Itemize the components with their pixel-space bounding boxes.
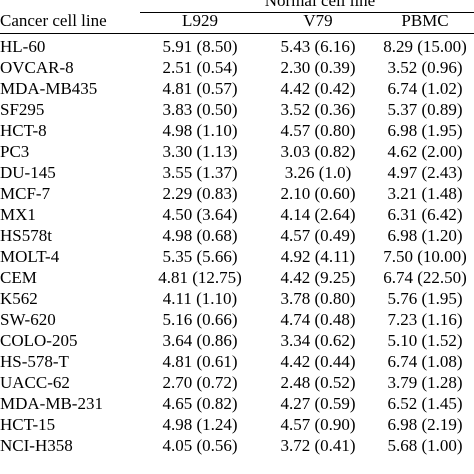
cell-value: 3.52 (0.36)	[280, 100, 356, 119]
cell-value: 4.98 (1.10)	[162, 121, 238, 140]
cell-value: 6.52 (1.45)	[387, 394, 463, 413]
cell-value: 4.57 (0.80)	[280, 121, 356, 140]
column-header: L929	[182, 11, 218, 30]
cell-value: 4.81 (0.57)	[162, 79, 238, 98]
cell-value: 2.29 (0.83)	[162, 184, 238, 203]
cell-line-name: UACC-62	[0, 373, 70, 392]
cell-value: 4.42 (0.42)	[280, 79, 356, 98]
cell-value: 4.14 (2.64)	[280, 205, 356, 224]
cell-line-name: NCI-H358	[0, 436, 73, 455]
cell-value: 5.35 (5.66)	[162, 247, 238, 266]
cell-line-name: COLO-205	[0, 331, 78, 350]
cell-value: 5.37 (0.89)	[387, 100, 463, 119]
cell-value: 6.31 (6.42)	[387, 205, 463, 224]
cell-line-name: SF295	[0, 100, 45, 119]
cell-line-name: MOLT-4	[0, 247, 60, 266]
cell-line-name: HL-60	[0, 37, 46, 56]
cell-value: 2.30 (0.39)	[280, 58, 356, 77]
cell-line-name: MCF-7	[0, 184, 51, 203]
cell-value: 4.50 (3.64)	[162, 205, 238, 224]
cell-value: 4.57 (0.49)	[280, 226, 356, 245]
cell-value: 6.74 (1.02)	[387, 79, 463, 98]
cell-value: 4.42 (0.44)	[280, 352, 356, 371]
cell-value: 4.92 (4.11)	[280, 247, 356, 266]
cell-value: 3.64 (0.86)	[162, 331, 238, 350]
cell-value: 3.26 (1.0)	[284, 163, 352, 182]
column-header: V79	[303, 11, 333, 30]
cell-value: 4.98 (1.24)	[162, 415, 238, 434]
cell-value: 5.76 (1.95)	[387, 289, 463, 308]
header-rule	[0, 33, 474, 34]
cell-value: 2.51 (0.54)	[162, 58, 238, 77]
group-rule	[140, 12, 474, 13]
cell-value: 4.05 (0.56)	[162, 436, 238, 455]
cell-value: 4.42 (9.25)	[280, 268, 356, 287]
cell-line-name: K562	[0, 289, 38, 308]
cell-line-name: MX1	[0, 205, 36, 224]
cell-value: 5.16 (0.66)	[162, 310, 238, 329]
group-header: Normal cell line	[264, 0, 376, 10]
cell-line-name: SW-620	[0, 310, 56, 329]
cell-value: 6.74 (1.08)	[387, 352, 463, 371]
cell-value: 4.97 (2.43)	[387, 163, 463, 182]
cell-line-name: DU-145	[0, 163, 56, 182]
cell-value: 4.27 (0.59)	[280, 394, 356, 413]
cell-value: 4.62 (2.00)	[387, 142, 463, 161]
cell-line-name: HS-578-T	[0, 352, 69, 371]
cell-line-name: OVCAR-8	[0, 58, 74, 77]
cell-line-name: MDA-MB-231	[0, 394, 103, 413]
cell-value: 4.98 (0.68)	[162, 226, 238, 245]
column-header: PBMC	[401, 11, 449, 30]
cell-line-name: HCT-15	[0, 415, 56, 434]
cell-value: 3.30 (1.13)	[162, 142, 238, 161]
cell-value: 6.74 (22.50)	[383, 268, 467, 287]
cell-value: 2.48 (0.52)	[280, 373, 356, 392]
cell-value: 3.34 (0.62)	[280, 331, 356, 350]
cell-line-name: MDA-MB435	[0, 79, 98, 98]
cell-value: 3.79 (1.28)	[387, 373, 463, 392]
cell-value: 3.03 (0.82)	[280, 142, 356, 161]
cell-line-name: HCT-8	[0, 121, 47, 140]
cell-value: 3.83 (0.50)	[162, 100, 238, 119]
column-header: Cancer cell line	[0, 11, 107, 30]
cell-value: 4.81 (12.75)	[158, 268, 242, 287]
cell-value: 3.55 (1.37)	[162, 163, 238, 182]
cell-line-name: PC3	[0, 142, 30, 161]
cell-value: 6.98 (1.20)	[387, 226, 463, 245]
cell-value: 2.10 (0.60)	[280, 184, 356, 203]
cell-value: 5.91 (8.50)	[162, 37, 238, 56]
cell-value: 5.68 (1.00)	[387, 436, 463, 455]
cell-value: 4.57 (0.90)	[280, 415, 356, 434]
cell-value: 5.10 (1.52)	[387, 331, 463, 350]
cell-value: 6.98 (2.19)	[387, 415, 463, 434]
cell-line-name: CEM	[0, 268, 37, 287]
cell-value: 4.11 (1.10)	[162, 289, 238, 308]
cell-value: 4.81 (0.61)	[162, 352, 238, 371]
cell-line-name: HS578t	[0, 226, 52, 245]
cell-value: 7.50 (10.00)	[383, 247, 467, 266]
cell-value: 4.65 (0.82)	[162, 394, 238, 413]
cell-value: 7.23 (1.16)	[387, 310, 463, 329]
cell-value: 2.70 (0.72)	[162, 373, 238, 392]
cell-value: 8.29 (15.00)	[383, 37, 467, 56]
cell-value: 3.52 (0.96)	[387, 58, 463, 77]
cell-value: 4.74 (0.48)	[280, 310, 356, 329]
cell-value: 6.98 (1.95)	[387, 121, 463, 140]
cell-value: 3.78 (0.80)	[280, 289, 356, 308]
cell-value: 3.72 (0.41)	[280, 436, 356, 455]
cell-value: 5.43 (6.16)	[280, 37, 356, 56]
cell-value: 3.21 (1.48)	[387, 184, 463, 203]
